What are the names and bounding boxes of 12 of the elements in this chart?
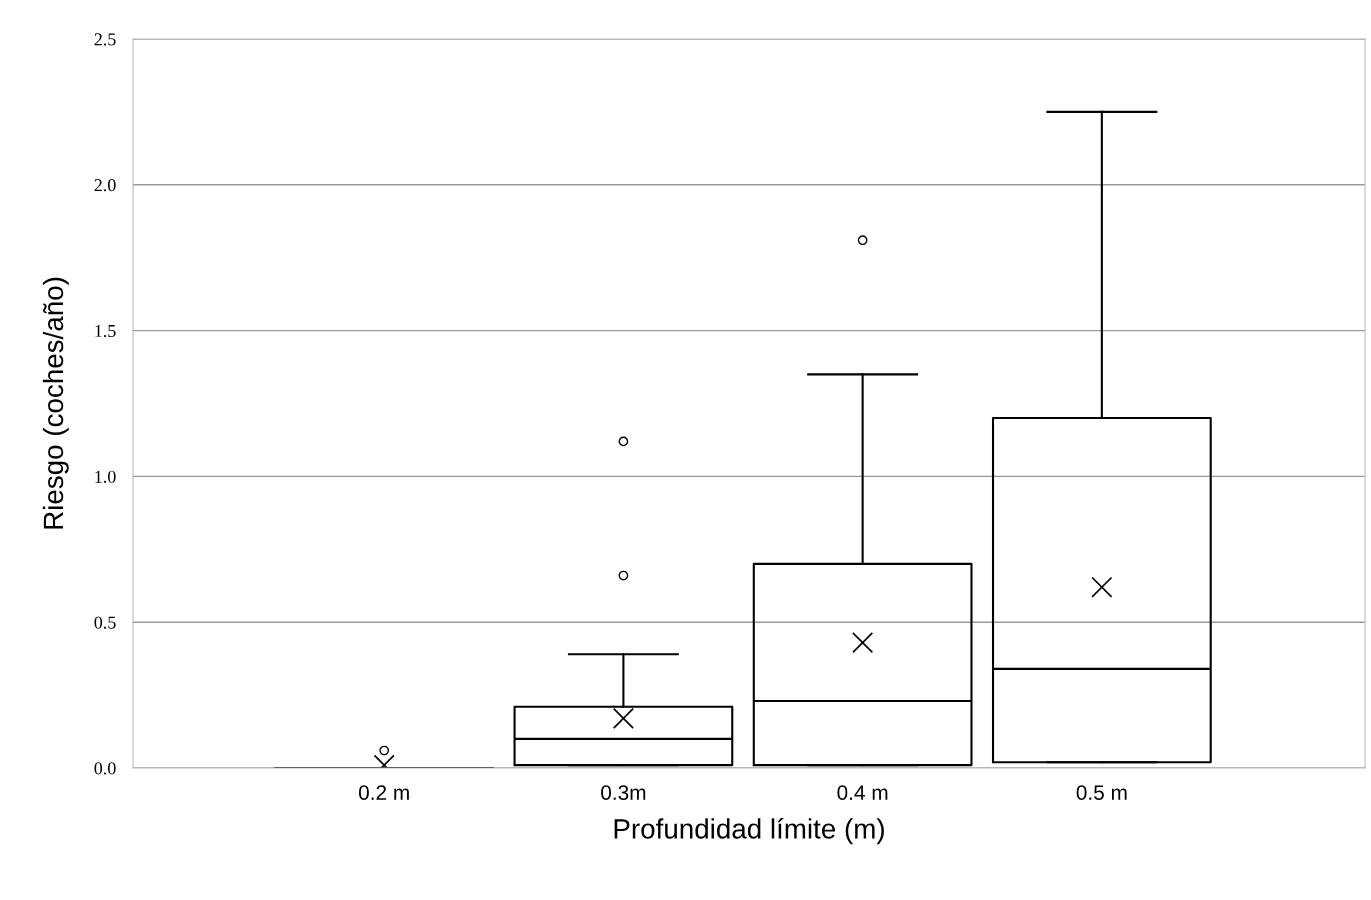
y-tick-label: 1.5 xyxy=(95,324,116,338)
y-tick-label: 0.0 xyxy=(94,762,116,775)
y-tick-label: 2.5 xyxy=(94,33,116,46)
x-tick-label: 0.5 m xyxy=(1076,785,1127,800)
y-tick-label: 1.0 xyxy=(95,470,116,483)
x-axis-title: Profundidad límite (m) xyxy=(614,817,884,845)
y-tick-label: 2.0 xyxy=(94,179,116,192)
y-axis-title: Riesgo (coches/año) xyxy=(42,277,69,529)
x-tick-label: 0.4 m xyxy=(837,785,888,800)
y-tick-label: 0.5 xyxy=(94,616,116,629)
x-tick-label: 0.3m xyxy=(601,785,646,800)
x-tick-label: 0.2 m xyxy=(358,785,409,800)
